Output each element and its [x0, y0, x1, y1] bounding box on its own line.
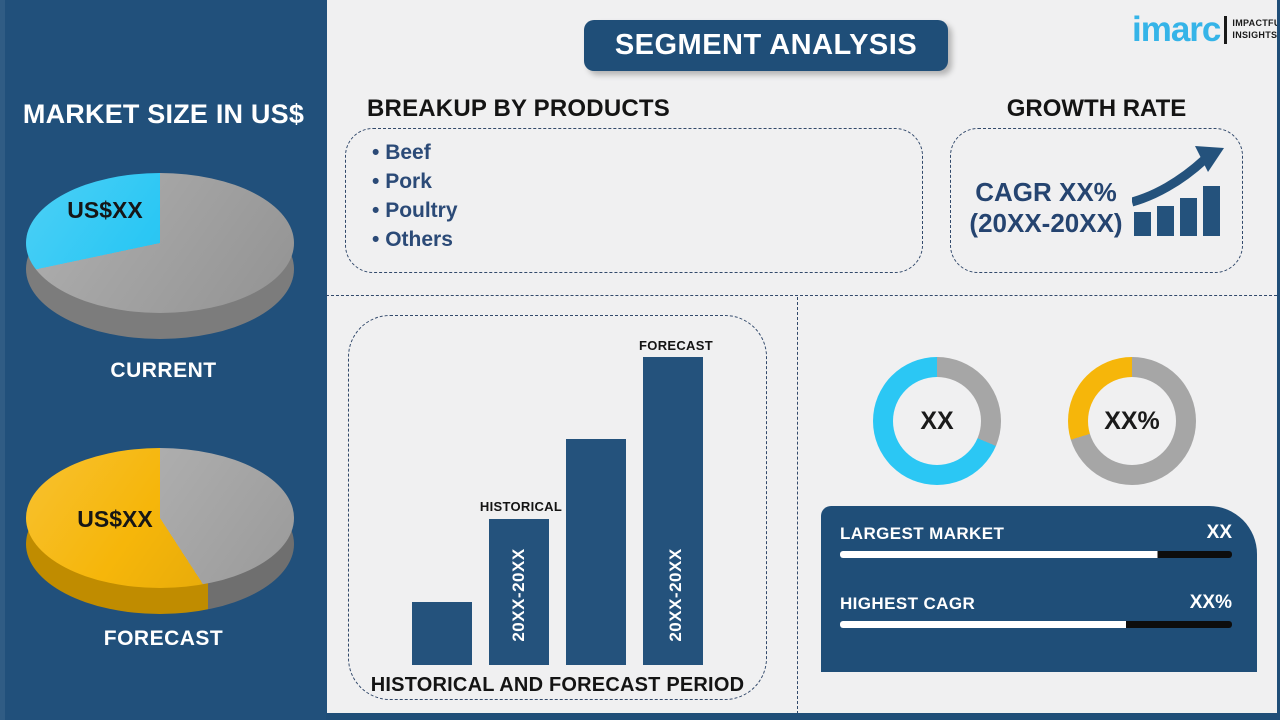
period-bar-chart	[412, 315, 712, 665]
pie-forecast-caption: FORECAST	[103, 627, 224, 650]
pie-current-top	[26, 173, 294, 313]
period-chart-box	[348, 315, 767, 700]
sidebar-title: MARKET SIZE IN US$	[22, 99, 305, 129]
pie-forecast-top	[26, 448, 294, 588]
cagr-line1: CAGR XX%	[975, 177, 1117, 207]
product-list-item: Others	[372, 225, 458, 254]
largest-market-label: LARGEST MARKET	[840, 524, 1005, 543]
highest-cagr-label: HIGHEST CAGR	[840, 594, 976, 613]
period-chart-caption: HISTORICAL AND FORECAST PERIOD	[370, 674, 745, 696]
sidebar: MARKET SIZE IN US$ US$XX CURRENT US$XX F…	[0, 0, 327, 720]
pie-current-value-label: US$XX	[67, 197, 143, 223]
summary-row-highest-cagr: HIGHEST CAGR XX%	[840, 592, 1232, 628]
forecast-label: FORECAST	[639, 338, 713, 353]
pie-chart-current: US$XX	[26, 173, 294, 341]
highest-cagr-value: XX%	[1189, 592, 1232, 613]
donut-right-label: XX%	[1104, 406, 1160, 435]
cagr-line2: (20XX-20XX)	[969, 208, 1123, 238]
historical-label: HISTORICAL	[479, 499, 563, 514]
product-list-item: Beef	[372, 138, 458, 167]
cagr-text: CAGR XX% (20XX-20XX)	[957, 177, 1135, 239]
pie-chart-forecast: US$XX	[26, 448, 294, 616]
breakup-section-title: BREAKUP BY PRODUCTS	[367, 95, 670, 122]
summary-row-largest-market: LARGEST MARKET XX	[840, 522, 1232, 558]
period-bar	[566, 439, 626, 665]
right-edge-strip	[1277, 0, 1280, 720]
vertical-divider	[797, 297, 798, 714]
donut-left-hole	[893, 377, 981, 465]
growth-rate-section-title: GROWTH RATE	[1006, 95, 1187, 122]
progress-track	[840, 551, 1232, 558]
product-list-item: Poultry	[372, 196, 457, 225]
donut-chart-right: XX%	[1068, 357, 1196, 485]
horizontal-divider	[326, 295, 1277, 296]
logo-tagline-line1: IMPACTFUL	[1232, 18, 1280, 29]
period-bar	[489, 519, 549, 665]
historical-period-range: 20XX-20XX	[509, 548, 528, 642]
logo-divider	[1224, 15, 1228, 44]
donut-chart-left: XX	[873, 357, 1001, 485]
largest-market-value: XX	[1206, 522, 1232, 543]
period-bar	[643, 357, 703, 665]
page-title: SEGMENT ANALYSIS	[614, 29, 918, 61]
imarc-logo-wordmark: imarc	[1132, 10, 1221, 49]
pie-current-caption: CURRENT	[110, 359, 217, 382]
page-title-box: SEGMENT ANALYSIS	[584, 20, 948, 71]
pie-forecast-value-label: US$XX	[77, 506, 153, 532]
breakup-products-box	[345, 128, 923, 273]
imarc-logo: imarc IMPACTFUL INSIGHTS	[1132, 12, 1280, 47]
bottom-edge-strip	[326, 713, 1280, 720]
donut-right-hole	[1088, 377, 1176, 465]
summary-panel: LARGEST MARKET XX HIGHEST CAGR XX%	[821, 506, 1257, 672]
progress-track	[840, 621, 1232, 628]
forecast-period-range: 20XX-20XX	[666, 548, 685, 642]
logo-tagline-line2: INSIGHTS	[1232, 29, 1278, 40]
logo-tagline: IMPACTFUL INSIGHTS	[1232, 18, 1280, 41]
period-bar	[412, 602, 472, 665]
growth-arrow-chart-icon	[1132, 146, 1224, 236]
growth-rate-box	[950, 128, 1243, 273]
donut-left-label: XX	[920, 406, 954, 435]
product-list: Beef Pork Poultry Others	[372, 138, 458, 254]
product-list-item: Pork	[372, 167, 458, 196]
